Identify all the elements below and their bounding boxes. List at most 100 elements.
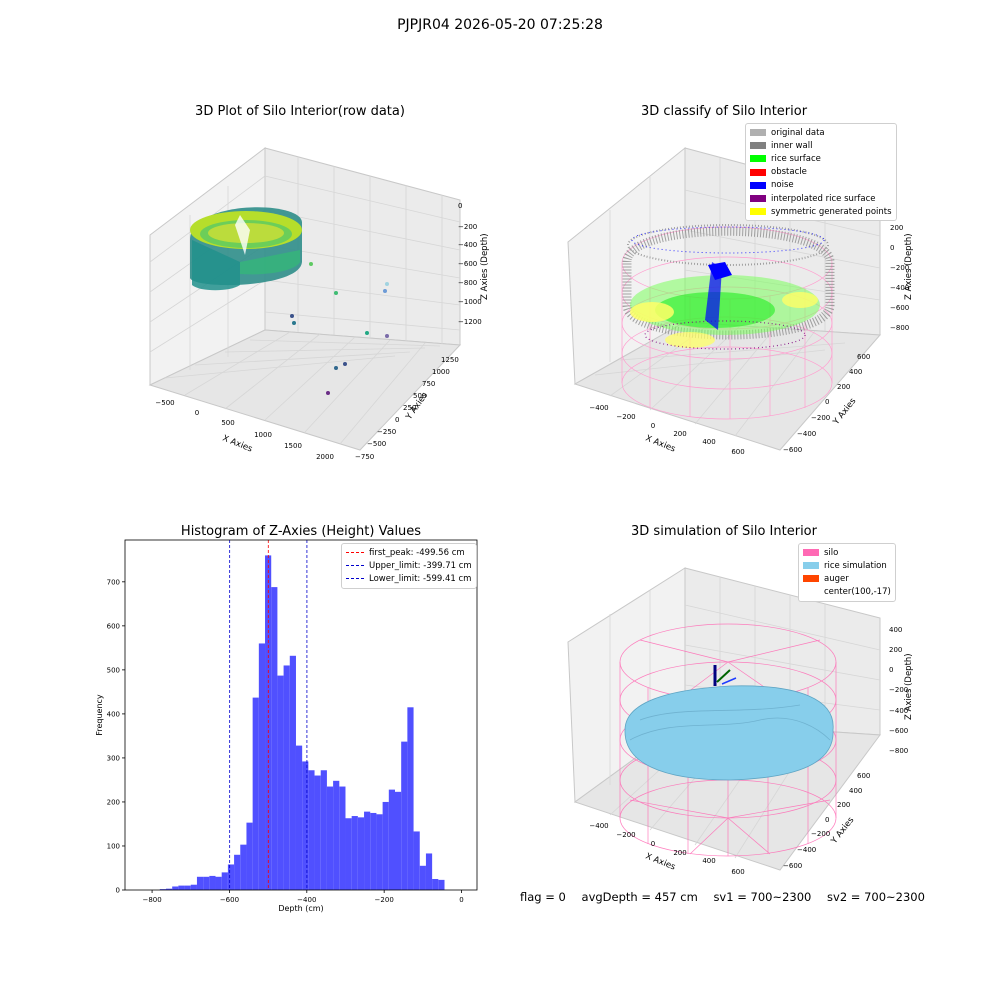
histogram-bar <box>370 812 377 890</box>
histogram-bar <box>246 822 253 890</box>
legend-item-rice-simulation: rice simulation <box>803 559 891 572</box>
p1-xtick: 0 <box>195 409 199 417</box>
x-tick-label: −800 <box>142 896 161 904</box>
p2-ztick: −400 <box>890 284 909 292</box>
legend-item-interpolated: interpolated rice surface <box>750 192 892 205</box>
p2-xtick: 0 <box>651 422 655 430</box>
histogram-ylabel: Frequency <box>95 694 104 736</box>
p4-xtick: 200 <box>673 849 686 857</box>
legend-line-swatch <box>346 552 364 554</box>
p4-ztick: 400 <box>889 626 902 634</box>
p1-xtick: 500 <box>221 419 234 427</box>
p4-ytick: 200 <box>837 801 850 809</box>
legend-swatch <box>750 181 766 189</box>
p1-ytick: 500 <box>413 392 426 400</box>
legend-label: first_peak: -499.56 cm <box>369 547 465 558</box>
y-tick-label: 500 <box>107 666 120 674</box>
histogram-bar <box>215 876 222 890</box>
y-tick-label: 400 <box>107 710 120 718</box>
histogram-bar <box>283 665 290 890</box>
panel4-legend: silo rice simulation auger center(100,-1… <box>798 543 896 602</box>
p1-xtick: −500 <box>155 399 174 407</box>
avg-depth-text: avgDepth = 457 cm <box>581 890 698 904</box>
legend-swatch <box>750 195 766 203</box>
histogram-bar <box>252 697 259 890</box>
histogram-frame <box>124 539 478 891</box>
histogram-bar <box>333 780 340 890</box>
legend-swatch <box>803 549 819 557</box>
x-tick-label: −400 <box>297 896 316 904</box>
status-footer: flag = 0 avgDepth = 457 cm sv1 = 700~230… <box>520 890 937 904</box>
p4-xlabel: X Axies <box>644 852 677 873</box>
histogram-bar <box>394 791 402 890</box>
histogram-chart: −800 −600 −400 −200 0 0 100 200 300 400 500 600 700… <box>95 539 478 913</box>
p1-ztick: −600 <box>458 260 477 268</box>
legend-item-first-peak: first_peak: -499.56 cm <box>346 546 472 559</box>
p1-ytick: 1250 <box>441 356 459 364</box>
figure-title: PJPJR04 2026-05-20 07:25:28 <box>397 17 603 33</box>
histogram-bar <box>159 889 167 890</box>
p2-ztick: −800 <box>890 324 909 332</box>
y-tick-label: 200 <box>107 798 120 806</box>
panel2-rice-surface <box>630 275 820 350</box>
p4-ytick: −200 <box>811 830 830 838</box>
p4-ytick: 600 <box>857 772 870 780</box>
p1-ztick: −1200 <box>458 318 482 326</box>
legend-label: rice simulation <box>824 560 887 571</box>
p2-ytick: −600 <box>783 446 802 454</box>
legend-label: inner wall <box>771 140 813 151</box>
y-tick-label: 700 <box>107 578 120 586</box>
histogram-bar <box>295 745 303 890</box>
histogram-bar <box>172 886 179 890</box>
p4-xtick: 0 <box>651 840 655 848</box>
p1-ztick: −200 <box>458 223 477 231</box>
legend-item-inner-wall: inner wall <box>750 139 892 152</box>
histogram-bar <box>376 814 383 890</box>
p4-ytick: 0 <box>825 816 829 824</box>
legend-line-swatch <box>346 565 364 567</box>
p2-zlabel: Z Axies (Depth) <box>904 233 914 300</box>
legend-swatch <box>803 589 819 596</box>
p4-zlabel: Z Axies (Depth) <box>904 653 914 720</box>
histogram-bar <box>209 875 216 890</box>
histogram-bar <box>351 816 358 890</box>
p1-ytick: 750 <box>422 380 435 388</box>
histogram-bar <box>401 741 408 890</box>
histogram-bar <box>308 770 315 890</box>
legend-label: Lower_limit: -599.41 cm <box>369 573 472 584</box>
histogram-xlabel: Depth (cm) <box>278 904 323 913</box>
p1-xtick: 1000 <box>254 431 272 439</box>
legend-line-swatch <box>346 578 364 580</box>
histogram-bar <box>289 655 296 890</box>
legend-item-obstacle: obstacle <box>750 166 892 179</box>
p4-ztick: −400 <box>889 707 908 715</box>
panel2-grid <box>594 158 881 437</box>
p4-ztick: 0 <box>889 666 893 674</box>
legend-item-original-data: original data <box>750 126 892 139</box>
histogram-bar <box>178 885 185 890</box>
histogram-bar <box>345 818 352 890</box>
p2-ztick: 200 <box>890 224 903 232</box>
p4-ztick: −600 <box>889 727 908 735</box>
histogram-bar <box>364 811 371 890</box>
p1-xtick: 2000 <box>316 453 334 461</box>
histogram-y-ticks: 0 100 200 300 400 500 600 700 <box>107 578 125 895</box>
histogram-bar <box>407 707 414 890</box>
panel1-title: 3D Plot of Silo Interior(row data) <box>195 104 405 119</box>
y-tick-label: 600 <box>107 622 120 630</box>
panel4-auger <box>713 665 737 686</box>
p1-ztick: −400 <box>458 241 477 249</box>
histogram-bar <box>326 786 334 890</box>
legend-item-auger: auger <box>803 572 891 585</box>
p2-xtick: 200 <box>673 430 686 438</box>
p1-ztick: −800 <box>458 279 477 287</box>
legend-label: obstacle <box>771 167 807 178</box>
panel1-tick-labels: −500 0 500 1000 1500 2000 −750 −500 −250… <box>155 202 481 461</box>
legend-item-center: center(100,-17) <box>803 586 891 599</box>
histogram-bar <box>196 876 204 890</box>
histogram-bar <box>190 884 197 890</box>
histogram-bar <box>320 770 327 890</box>
panel2-title: 3D classify of Silo Interior <box>640 104 808 119</box>
histogram-bar <box>271 587 278 890</box>
legend-item-noise: noise <box>750 179 892 192</box>
